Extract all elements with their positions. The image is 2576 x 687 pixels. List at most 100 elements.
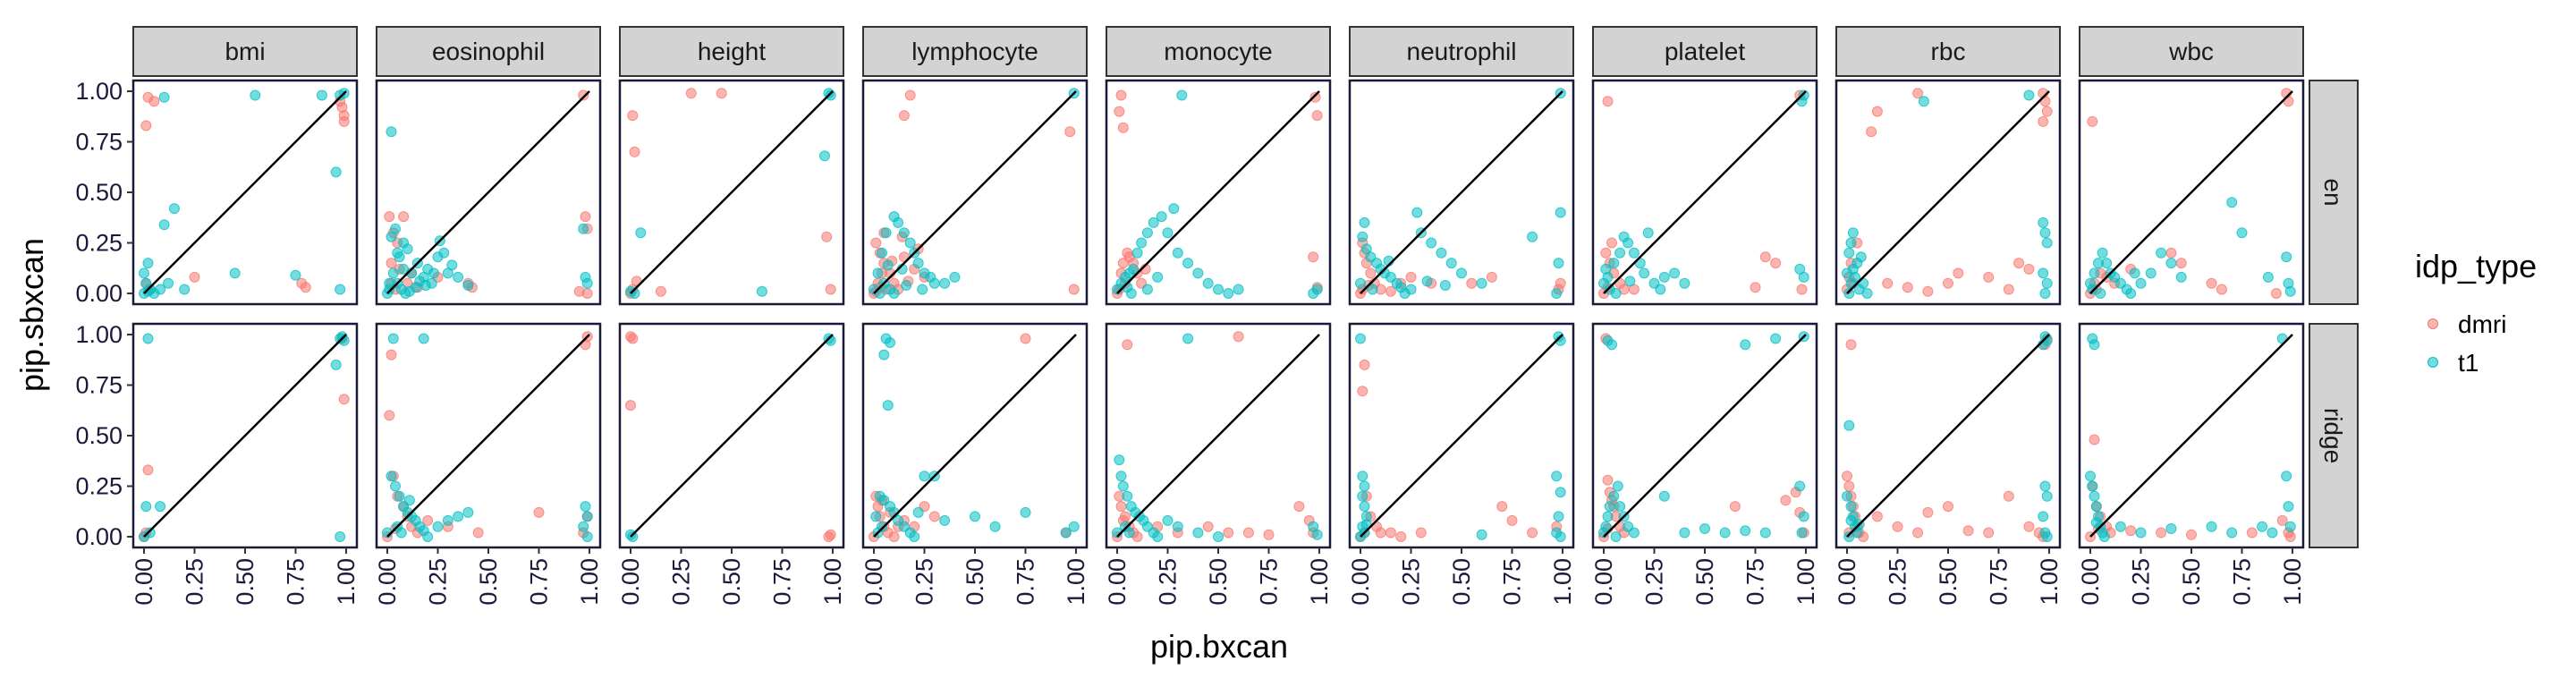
point-t1 <box>1411 207 1423 218</box>
point-dmri <box>1912 88 1924 99</box>
point-t1 <box>330 359 342 370</box>
x-tick-label: 0.75 <box>526 558 553 606</box>
panel-ridge-platelet: 0.00 0.25 0.50 0.75 1.00 <box>1590 322 1819 606</box>
column-strip-neutrophil: neutrophil <box>1349 26 1574 77</box>
point-t1 <box>2226 197 2238 208</box>
y-tick-label: 0.00 <box>75 523 123 550</box>
point-t1 <box>2129 267 2140 279</box>
point-t1 <box>2038 216 2049 228</box>
panel-ridge-rbc: 0.00 0.25 0.50 0.75 1.00 <box>1834 322 2063 606</box>
point-dmri <box>1892 521 1903 532</box>
x-tick-label: 0.50 <box>232 558 258 606</box>
point-dmri <box>1602 474 1614 486</box>
point-t1 <box>1639 267 1650 279</box>
point-t1 <box>250 89 261 101</box>
column-strip-bg <box>1592 26 1818 77</box>
point-t1 <box>1798 511 1809 522</box>
identity-line <box>386 334 590 538</box>
point-t1 <box>877 521 887 532</box>
point-dmri <box>898 110 910 122</box>
point-dmri <box>1117 258 1129 269</box>
x-tick-label: 0.50 <box>475 558 502 606</box>
point-dmri <box>825 529 836 540</box>
panel-ridge-eosinophil: 0.00 0.25 0.50 0.75 1.00 <box>374 322 603 606</box>
point-t1 <box>1357 490 1368 502</box>
point-t1 <box>158 91 170 103</box>
identity-line <box>873 90 1077 294</box>
column-strip-bg <box>619 26 844 77</box>
point-dmri <box>2089 434 2100 445</box>
panel-en-eosinophil <box>375 79 602 306</box>
panel-en-monocyte <box>1105 79 1332 306</box>
point-t1 <box>1068 521 1080 532</box>
row-strip-ridge: ridge <box>2309 323 2359 548</box>
y-tick-label: 1.00 <box>75 321 123 348</box>
point-dmri <box>655 285 666 297</box>
point-t1 <box>2085 471 2096 482</box>
point-t1 <box>1213 284 1224 295</box>
panel-border <box>861 79 1089 306</box>
point-dmri <box>2276 514 2288 526</box>
x-tick-label: 0.50 <box>1448 558 1475 606</box>
identity-line <box>1846 334 2050 538</box>
point-t1 <box>386 471 397 482</box>
point-t1 <box>1555 531 1566 542</box>
point-t1 <box>1114 454 1125 466</box>
point-t1 <box>1608 490 1620 502</box>
point-t1 <box>1359 480 1370 492</box>
point-dmri <box>1357 386 1368 397</box>
point-t1 <box>2284 521 2296 532</box>
column-strip-bg <box>132 26 358 77</box>
panel-ridge-neutrophil: 0.00 0.25 0.50 0.75 1.00 <box>1347 322 1576 606</box>
point-dmri <box>189 271 200 283</box>
point-t1 <box>1136 237 1148 249</box>
point-t1 <box>2041 490 2053 502</box>
y-tick-label: 0.25 <box>75 473 123 500</box>
x-tick-label: 0.50 <box>2178 558 2205 606</box>
point-t1 <box>2135 277 2147 289</box>
point-dmri <box>1729 501 1741 513</box>
panel-border <box>375 79 602 306</box>
x-tick-label: 0.75 <box>283 558 309 606</box>
panels-layer: bmi eosinophil height lymphocyte monocyte neu… <box>75 26 2306 606</box>
x-tick-label: 0.00 <box>131 558 157 606</box>
point-t1 <box>1308 288 1319 299</box>
point-dmri <box>1796 284 1808 295</box>
column-strip-wbc: wbc <box>2079 26 2304 77</box>
x-tick-label: 0.50 <box>1935 558 1962 606</box>
identity-line <box>1116 90 1320 294</box>
point-t1 <box>885 337 896 348</box>
point-t1 <box>1610 531 1622 542</box>
point-dmri <box>928 511 940 522</box>
point-t1 <box>877 247 887 259</box>
x-tick-label: 1.00 <box>333 558 360 606</box>
point-dmri <box>1122 339 1133 351</box>
point-dmri <box>2186 529 2197 540</box>
point-dmri <box>1953 267 1964 279</box>
column-strip-label: height <box>698 38 767 65</box>
identity-line <box>386 90 590 294</box>
point-t1 <box>428 267 439 279</box>
point-t1 <box>2087 480 2098 492</box>
point-t1 <box>1679 527 1690 539</box>
identity-line <box>1603 334 1807 538</box>
x-tick-label: 0.75 <box>1256 558 1283 606</box>
point-t1 <box>904 237 916 249</box>
point-dmri <box>2003 490 2014 502</box>
point-t1 <box>1770 333 1782 344</box>
point-t1 <box>1426 237 1437 249</box>
point-t1 <box>1843 531 1855 542</box>
point-t1 <box>2236 227 2248 239</box>
point-dmri <box>904 89 916 101</box>
point-t1 <box>1551 288 1563 299</box>
point-t1 <box>142 333 154 344</box>
point-t1 <box>422 531 434 542</box>
point-dmri <box>300 282 311 293</box>
point-t1 <box>384 284 395 295</box>
point-t1 <box>330 166 342 178</box>
point-dmri <box>1233 331 1244 343</box>
point-t1 <box>635 227 647 239</box>
panel-ridge-wbc: 0.00 0.25 0.50 0.75 1.00 <box>2077 322 2306 606</box>
row-strip-en: en <box>2309 80 2359 305</box>
point-dmri <box>685 88 697 99</box>
